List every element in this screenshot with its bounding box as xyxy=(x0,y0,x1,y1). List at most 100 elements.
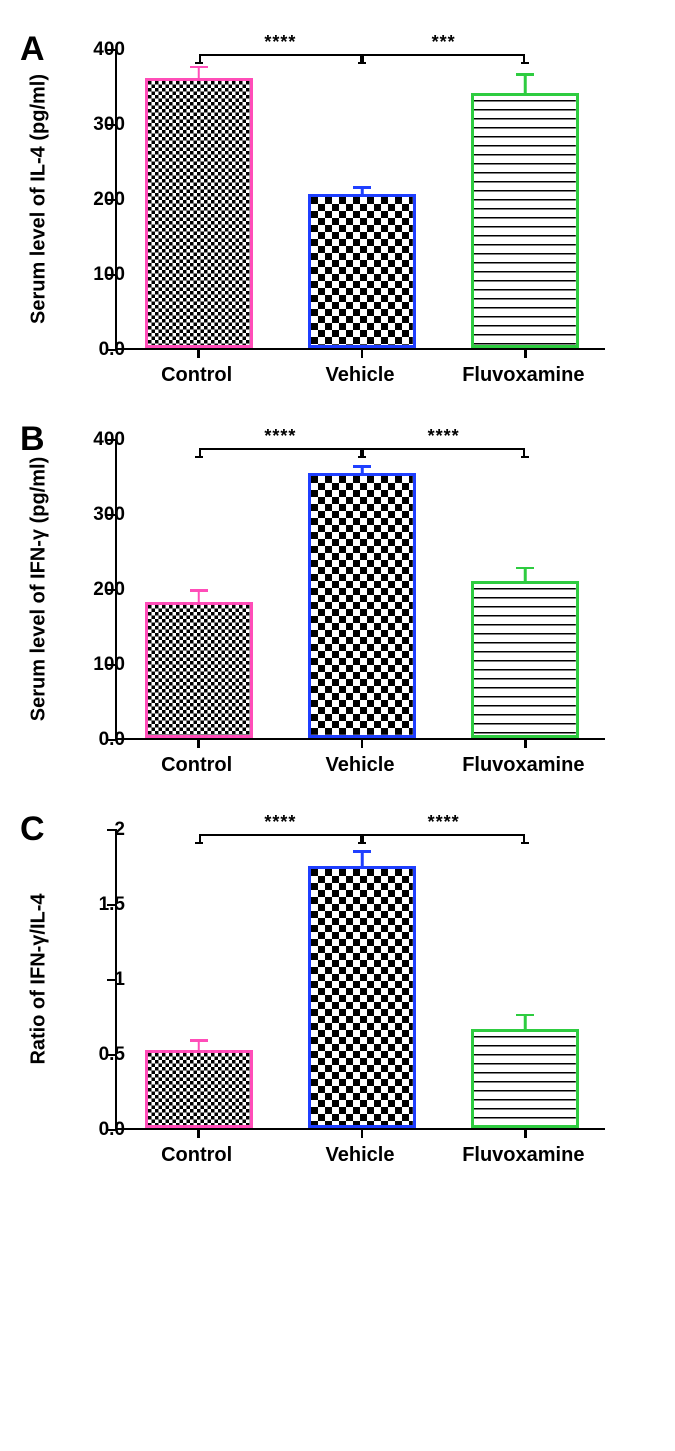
y-tick xyxy=(107,439,117,442)
significance-serif xyxy=(521,456,529,458)
significance-serif xyxy=(195,62,203,64)
error-bar xyxy=(524,568,527,583)
bar xyxy=(308,194,416,348)
x-tick xyxy=(524,738,527,748)
significance-serif xyxy=(195,842,203,844)
y-tick xyxy=(107,979,117,982)
bar-pattern xyxy=(148,1053,250,1125)
panel-b: B0.0100200300400ControlVehicleFluvoxamin… xyxy=(20,430,655,790)
bar xyxy=(145,1050,253,1128)
error-bar xyxy=(197,590,200,604)
significance-label: **** xyxy=(264,32,296,53)
significance-serif xyxy=(358,456,366,458)
x-tick xyxy=(197,348,200,358)
bar-pattern xyxy=(148,81,250,345)
error-bar xyxy=(524,74,527,95)
x-tick-label: Vehicle xyxy=(326,1144,395,1167)
bar xyxy=(145,602,253,739)
significance-bracket xyxy=(362,834,525,836)
x-tick-label: Control xyxy=(161,364,232,387)
chart-area: 0.0100200300400ControlVehicleFluvoxamine… xyxy=(115,430,625,790)
y-axis-label: Serum level of IL-4 (pg/ml) xyxy=(28,74,51,324)
bar-pattern xyxy=(311,197,413,345)
x-tick xyxy=(197,738,200,748)
bar-pattern xyxy=(474,1032,576,1125)
significance-bracket xyxy=(362,448,525,450)
significance-serif xyxy=(521,62,529,64)
panel-label: A xyxy=(20,30,45,69)
x-tick xyxy=(524,348,527,358)
significance-label: **** xyxy=(428,426,460,447)
error-bar-cap xyxy=(190,66,208,69)
significance-label: **** xyxy=(264,812,296,833)
significance-label: **** xyxy=(428,812,460,833)
bar xyxy=(308,866,416,1129)
plot-region: Serum level of IFN-γ (pg/ml)******** xyxy=(115,440,605,740)
plot-region: Ratio of IFN-γ/IL-4******** xyxy=(115,830,605,1130)
x-tick xyxy=(197,1128,200,1138)
x-tick-label: Vehicle xyxy=(326,754,395,777)
panel-label: C xyxy=(20,810,45,849)
figure-container: A0.0100200300400ControlVehicleFluvoxamin… xyxy=(20,40,655,1180)
y-tick xyxy=(107,1054,117,1057)
y-tick xyxy=(107,664,117,667)
significance-serif xyxy=(195,456,203,458)
x-tick xyxy=(361,348,364,358)
significance-label: **** xyxy=(264,426,296,447)
bar xyxy=(471,581,579,739)
x-tick xyxy=(524,1128,527,1138)
panel-c: C0.00.511.52ControlVehicleFluvoxamineRat… xyxy=(20,820,655,1180)
y-axis-label: Serum level of IFN-γ (pg/ml) xyxy=(28,457,51,721)
significance-label: *** xyxy=(432,32,456,53)
y-tick xyxy=(107,829,117,832)
bar-pattern xyxy=(474,96,576,345)
x-tick xyxy=(361,1128,364,1138)
error-bar xyxy=(524,1015,527,1032)
error-bar-cap xyxy=(353,465,371,468)
y-tick xyxy=(107,274,117,277)
bar xyxy=(471,1029,579,1128)
y-tick xyxy=(107,1129,117,1132)
error-bar xyxy=(197,67,200,81)
significance-bracket xyxy=(362,54,525,56)
error-bar-cap xyxy=(516,567,534,570)
y-tick xyxy=(107,589,117,592)
bar-pattern xyxy=(148,605,250,736)
error-bar-cap xyxy=(190,1039,208,1042)
bar-pattern xyxy=(474,584,576,736)
significance-bracket xyxy=(199,448,362,450)
bar-pattern xyxy=(311,476,413,735)
x-tick-label: Fluvoxamine xyxy=(462,1144,584,1167)
x-tick-label: Control xyxy=(161,754,232,777)
y-tick xyxy=(107,49,117,52)
bar-pattern xyxy=(311,869,413,1126)
error-bar-cap xyxy=(353,186,371,189)
y-tick xyxy=(107,514,117,517)
error-bar-cap xyxy=(516,1014,534,1017)
y-tick xyxy=(107,124,117,127)
y-tick xyxy=(107,739,117,742)
y-tick xyxy=(107,199,117,202)
x-tick-label: Fluvoxamine xyxy=(462,364,584,387)
error-bar xyxy=(361,851,364,868)
x-tick xyxy=(361,738,364,748)
x-tick-label: Vehicle xyxy=(326,364,395,387)
bar xyxy=(308,473,416,738)
chart-area: 0.0100200300400ControlVehicleFluvoxamine… xyxy=(115,40,625,400)
error-bar-cap xyxy=(190,589,208,592)
bar xyxy=(471,93,579,348)
panel-label: B xyxy=(20,420,45,459)
chart-area: 0.00.511.52ControlVehicleFluvoxamineRati… xyxy=(115,820,625,1180)
panel-a: A0.0100200300400ControlVehicleFluvoxamin… xyxy=(20,40,655,400)
bar xyxy=(145,78,253,348)
y-tick xyxy=(107,349,117,352)
significance-serif xyxy=(358,62,366,64)
y-axis-label: Ratio of IFN-γ/IL-4 xyxy=(28,893,51,1064)
significance-bracket xyxy=(199,834,362,836)
error-bar-cap xyxy=(353,850,371,853)
x-tick-label: Fluvoxamine xyxy=(462,754,584,777)
significance-serif xyxy=(358,842,366,844)
significance-bracket xyxy=(199,54,362,56)
error-bar-cap xyxy=(516,73,534,76)
plot-region: Serum level of IL-4 (pg/ml)******* xyxy=(115,50,605,350)
